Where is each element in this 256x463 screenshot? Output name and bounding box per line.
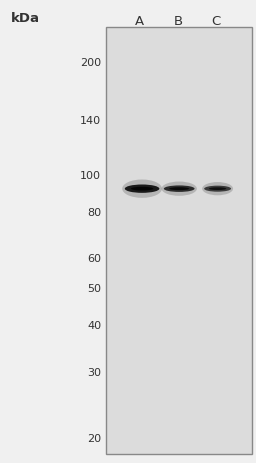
Text: 40: 40 (87, 320, 101, 330)
Text: 200: 200 (80, 58, 101, 68)
Text: 30: 30 (87, 367, 101, 377)
Text: 80: 80 (87, 207, 101, 217)
Text: 60: 60 (87, 254, 101, 264)
Ellipse shape (125, 185, 159, 194)
Ellipse shape (122, 180, 162, 199)
Text: C: C (212, 15, 221, 28)
Ellipse shape (204, 186, 231, 192)
Ellipse shape (169, 188, 189, 191)
Text: 20: 20 (87, 433, 101, 443)
Ellipse shape (209, 188, 226, 191)
Text: B: B (173, 15, 183, 28)
Text: kDa: kDa (11, 12, 40, 25)
Text: 140: 140 (80, 116, 101, 126)
FancyBboxPatch shape (106, 28, 252, 454)
Ellipse shape (131, 188, 153, 191)
Text: 50: 50 (87, 284, 101, 294)
Ellipse shape (162, 182, 197, 196)
Text: 100: 100 (80, 171, 101, 181)
Text: A: A (135, 15, 144, 28)
Ellipse shape (164, 186, 195, 193)
Ellipse shape (202, 182, 233, 196)
